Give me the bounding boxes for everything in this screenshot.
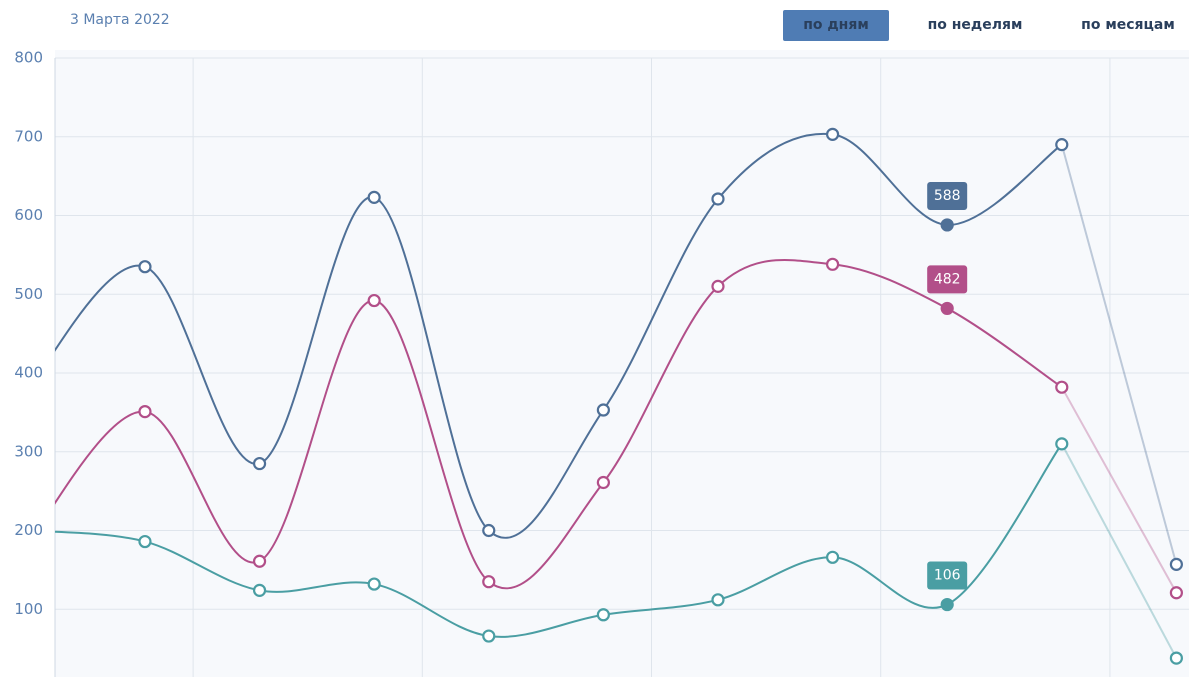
point	[1169, 557, 1183, 571]
point	[138, 534, 152, 549]
point	[138, 405, 152, 419]
y-tick-label: 300	[14, 442, 43, 460]
value-label: 106	[934, 568, 961, 584]
point	[252, 583, 267, 597]
point	[825, 257, 840, 271]
point	[825, 127, 840, 141]
point	[1055, 380, 1069, 394]
point	[482, 575, 496, 589]
point	[940, 597, 954, 612]
y-tick-label: 200	[14, 521, 43, 539]
tabs: по дням по неделям по месяцам	[783, 10, 1175, 41]
point	[711, 192, 725, 206]
series-line	[55, 443, 1063, 638]
date-label: 3 Марта 2022	[70, 12, 170, 28]
tab[interactable]: по неделям	[928, 17, 1023, 33]
y-tick-label: 100	[14, 600, 43, 618]
tab-active-bg	[783, 10, 889, 41]
value-badge	[927, 265, 968, 294]
point	[367, 190, 381, 204]
point	[940, 218, 954, 232]
value-badge	[927, 181, 968, 210]
point	[596, 475, 610, 490]
point	[1169, 651, 1183, 665]
tab[interactable]: по месяцам	[1081, 17, 1175, 33]
series-line	[1060, 443, 1178, 659]
value-label: 482	[934, 271, 961, 287]
plot-area	[55, 50, 1189, 677]
series-line	[1060, 386, 1178, 594]
point	[482, 629, 496, 643]
point	[596, 403, 610, 417]
y-tick-label: 500	[14, 285, 43, 303]
y-tick-label: 400	[14, 364, 43, 382]
point	[825, 550, 840, 564]
point	[1055, 437, 1069, 451]
point	[252, 554, 267, 568]
y-tick-label: 600	[14, 206, 43, 224]
series-line	[1060, 144, 1178, 565]
point	[940, 301, 954, 316]
point	[1055, 138, 1069, 152]
point	[367, 577, 381, 591]
y-tick-label: 700	[14, 127, 43, 145]
point	[138, 260, 152, 274]
point	[367, 293, 381, 308]
point	[482, 523, 496, 538]
value-badge	[927, 561, 968, 590]
point	[252, 456, 267, 471]
point	[711, 593, 725, 607]
point	[1169, 586, 1183, 600]
markers: 588 482 106	[138, 127, 1183, 665]
y-tick-label: 800	[14, 49, 43, 67]
value-label: 588	[934, 188, 961, 204]
grid: 100 200 300 400 500 600 700 800	[14, 49, 1189, 677]
point	[596, 608, 610, 622]
tab[interactable]: по дням	[803, 17, 869, 33]
point	[711, 279, 725, 293]
